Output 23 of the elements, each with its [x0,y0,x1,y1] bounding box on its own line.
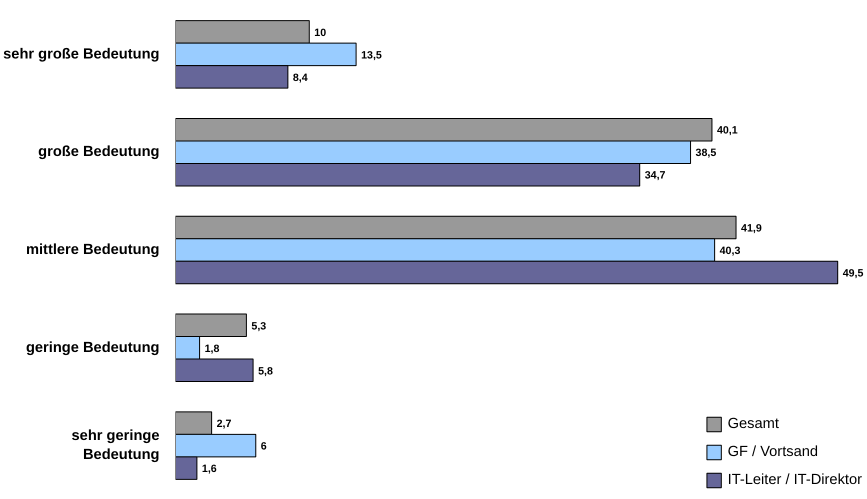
data-label: 34,7 [644,170,666,182]
data-label: 1,6 [202,463,217,476]
data-label: 10 [314,26,326,39]
data-label: 8,4 [292,72,308,84]
legend-label: GF / Vortsand [728,444,818,460]
legend-label: Gesamt [728,416,779,432]
data-label: 41,9 [741,222,762,235]
y-tick-label: große Bedeutung [38,144,160,160]
data-label: 2,7 [216,418,232,430]
y-tick-label: sehr große Bedeutung [3,46,160,62]
y-tick-label: sehr geringe Bedeutung [72,428,160,464]
legend-label: IT-Leiter / IT-Direktor [728,472,862,488]
data-label: 5,3 [251,320,266,332]
data-label: 6 [260,440,267,453]
data-label: 38,5 [696,147,716,160]
data-label: 13,5 [361,49,382,62]
data-label: 49,5 [842,267,864,280]
data-label: 1,8 [204,342,220,355]
data-label: 5,8 [258,365,273,378]
y-tick-label: mittlere Bedeutung [26,242,160,258]
data-label: 40,3 [720,245,740,257]
data-label: 40,1 [716,124,738,137]
y-tick-label: geringe Bedeutung [26,340,160,356]
